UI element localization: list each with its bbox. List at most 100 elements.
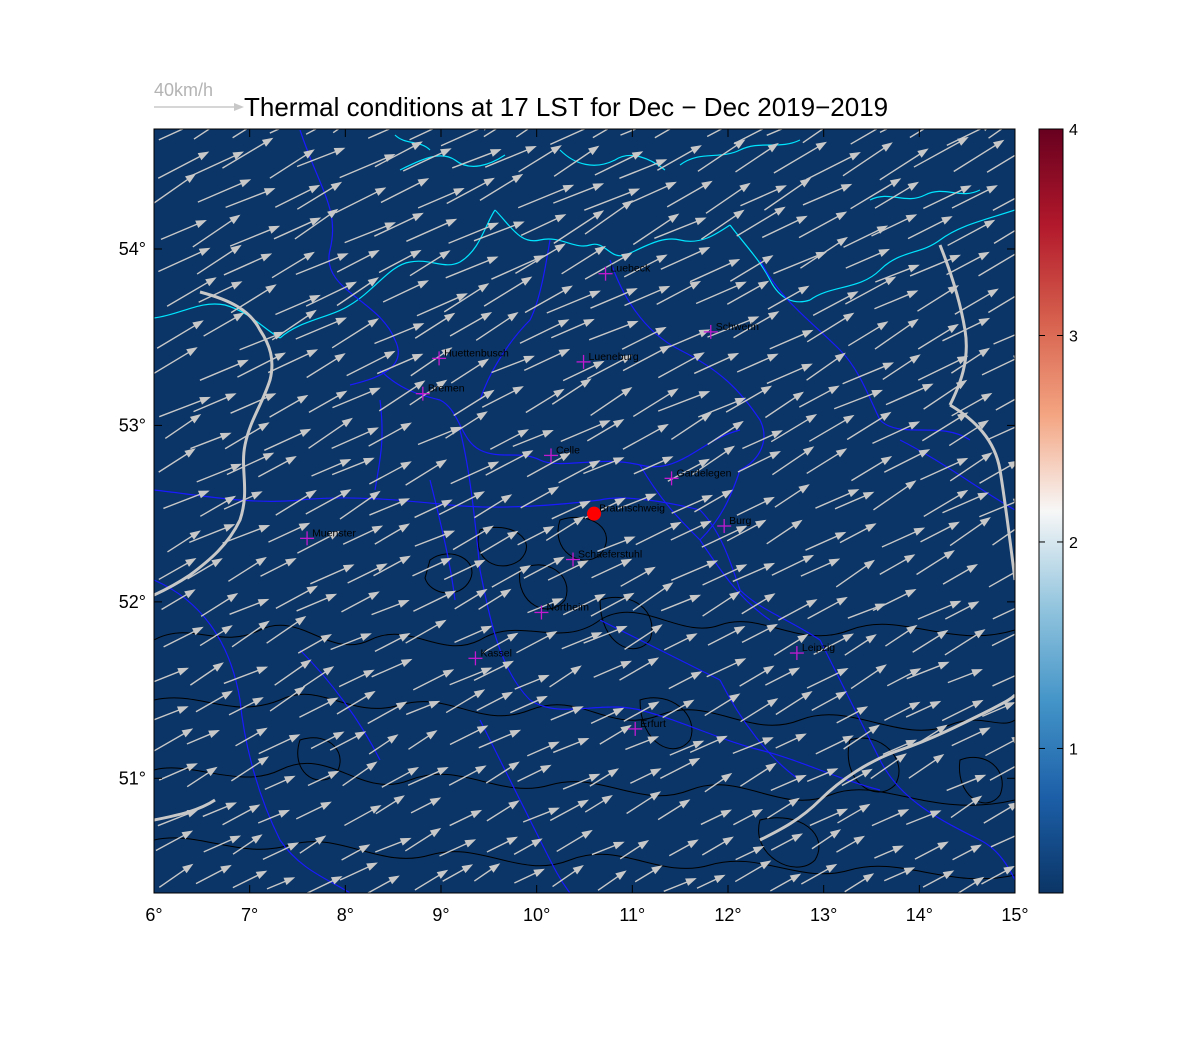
wind-arrow	[475, 312, 519, 341]
wind-arrow	[307, 770, 340, 787]
wind-arrow	[589, 768, 619, 787]
wind-arrow	[949, 517, 991, 547]
wind-arrow	[445, 256, 499, 279]
wind-arrow	[264, 775, 296, 790]
wind-arrow	[992, 607, 1015, 620]
wind-arrow	[305, 281, 357, 307]
wind-arrow	[410, 347, 453, 377]
wind-arrow	[222, 137, 274, 169]
wind-arrow	[842, 362, 894, 385]
wind-arrow	[882, 354, 921, 381]
colorbar-tick-label: 4	[1069, 122, 1078, 139]
wind-arrow	[657, 799, 691, 821]
wind-arrow	[200, 593, 239, 617]
wind-arrow	[916, 550, 955, 576]
wind-arrow	[992, 674, 1015, 687]
wind-arrow	[707, 316, 760, 338]
wind-arrow	[621, 326, 667, 350]
wind-arrow	[335, 187, 387, 214]
wind-arrow	[995, 398, 1015, 411]
wind-arrow	[883, 449, 931, 473]
wind-arrow	[449, 725, 489, 746]
wind-arrow	[562, 773, 601, 790]
wind-arrow	[258, 734, 301, 755]
wind-arrow	[232, 129, 248, 139]
wind-arrow	[870, 753, 907, 780]
wind-arrow	[346, 350, 396, 377]
wind-arrow	[228, 556, 267, 582]
wind-arrow	[671, 494, 714, 514]
wind-arrow	[232, 870, 268, 889]
wind-arrow	[295, 317, 347, 340]
wind-arrow	[986, 426, 1015, 441]
x-tick-label: 9°	[432, 905, 449, 925]
city-burg: Burg	[717, 515, 752, 533]
scale-arrow-icon	[154, 103, 244, 111]
wind-arrow	[836, 706, 869, 724]
wind-arrow	[946, 774, 987, 792]
wind-arrow	[735, 846, 765, 861]
wind-arrow	[951, 392, 993, 417]
wind-arrow	[232, 834, 263, 855]
city-erfurt: Erfurt	[628, 718, 666, 736]
wind-arrow	[516, 631, 558, 654]
wind-arrow	[947, 219, 996, 247]
wind-arrow	[306, 353, 346, 379]
wind-arrow	[941, 699, 984, 722]
wind-arrow	[449, 809, 483, 827]
wind-arrow	[491, 565, 532, 588]
wind-arrow	[374, 523, 410, 545]
wind-arrow	[806, 312, 855, 343]
wind-arrow	[909, 254, 961, 277]
wind-arrow	[196, 463, 243, 483]
wind-arrow	[223, 253, 273, 276]
wind-arrow	[946, 129, 988, 147]
wind-arrow	[851, 456, 893, 482]
wind-arrow	[985, 736, 1015, 757]
wind-arrow	[813, 633, 854, 655]
wind-arrow	[775, 691, 813, 716]
wind-arrow	[161, 589, 196, 611]
wind-arrow	[693, 352, 740, 375]
wind-arrow	[734, 860, 772, 883]
wind-arrow	[765, 667, 801, 686]
wind-arrow	[231, 620, 270, 648]
wind-arrow	[296, 181, 343, 210]
city-label: Schaeferstuhl	[578, 549, 642, 561]
wind-arrow	[700, 809, 732, 826]
wind-arrow	[556, 829, 593, 853]
wind-arrow	[702, 564, 748, 586]
wind-arrow	[546, 290, 601, 314]
wind-arrow	[884, 701, 921, 721]
wind-arrow	[368, 422, 412, 447]
wind-arrow	[669, 740, 705, 756]
wind-arrow	[588, 320, 639, 341]
wind-arrow	[552, 865, 584, 888]
wind-arrow	[586, 354, 633, 380]
wind-arrow	[167, 530, 201, 553]
wind-arrow	[310, 564, 355, 585]
wind-arrow	[514, 868, 545, 884]
wind-arrow	[305, 129, 318, 135]
wind-arrow	[916, 724, 948, 745]
wind-arrow	[445, 411, 488, 439]
wind-arrow	[311, 459, 352, 477]
wind-arrow	[770, 774, 807, 792]
wind-arrow	[874, 845, 904, 859]
wind-arrow	[584, 252, 633, 280]
wind-arrow	[808, 414, 855, 442]
wind-arrow	[765, 391, 804, 419]
wind-arrow	[438, 491, 485, 516]
wind-arrow	[449, 312, 493, 337]
wind-arrow	[367, 875, 400, 893]
city-label: Lueneburg	[589, 351, 639, 363]
wind-arrow	[844, 873, 875, 893]
y-tick-label: 54°	[119, 239, 146, 259]
wind-arrow	[700, 209, 745, 240]
wind-arrow	[953, 139, 1005, 173]
wind-arrow	[166, 277, 217, 307]
wind-arrow	[726, 280, 770, 305]
wind-arrow	[187, 151, 244, 178]
wind-arrow	[558, 460, 601, 484]
wind-arrow	[453, 389, 495, 417]
